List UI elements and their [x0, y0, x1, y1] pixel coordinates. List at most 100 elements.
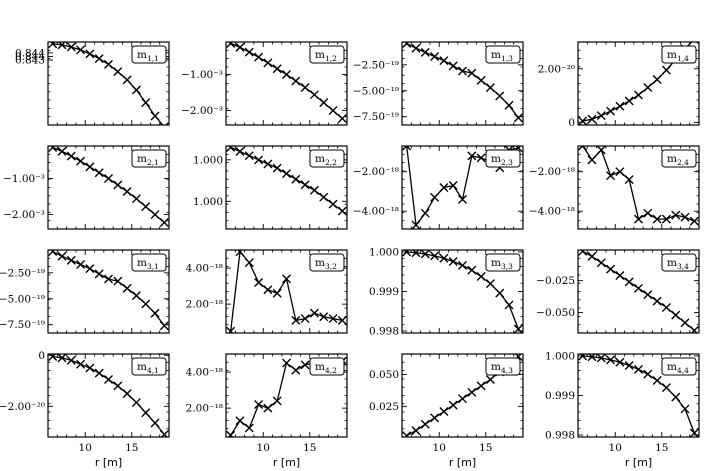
data-point-marker	[85, 363, 95, 373]
data-point-marker	[300, 314, 310, 324]
data-point-marker	[141, 299, 151, 309]
data-point-marker	[624, 277, 634, 287]
legend-entry: m4,2	[315, 361, 337, 375]
data-point-marker	[282, 69, 291, 79]
legend-entry: m2,1	[137, 153, 159, 167]
y-tick-label: 0.844	[15, 51, 45, 63]
data-point-marker	[624, 360, 634, 370]
y-tick-label: −1.00⁻³	[181, 69, 223, 81]
y-tick-label: −2.00⁻²⁰	[0, 401, 45, 413]
subplot-2-2: 1.000 1.000 m2,2	[193, 145, 348, 230]
x-tick-label: 10	[79, 442, 92, 454]
data-point-marker	[411, 250, 421, 258]
data-point-marker	[495, 288, 505, 298]
data-point-marker	[244, 258, 254, 268]
data-point-marker	[661, 302, 671, 312]
y-tick-label: 0.843	[15, 55, 45, 67]
data-point-marker	[319, 312, 329, 322]
data-point-marker	[235, 42, 245, 52]
data-point-marker	[634, 364, 643, 374]
data-point-marker	[235, 416, 245, 426]
data-point-marker	[430, 52, 440, 62]
data-point-marker	[85, 162, 95, 172]
y-tick-label: −0.050	[536, 307, 575, 319]
y-tick-label: 0.844	[15, 47, 45, 59]
data-point-marker	[291, 315, 301, 325]
data-point-marker	[300, 360, 310, 370]
data-point-marker	[159, 218, 169, 227]
data-point-marker	[411, 43, 421, 53]
subplot-2-4: −2.00⁻¹⁸ −4.00⁻¹⁸ m2,4	[529, 145, 700, 230]
data-point-marker	[272, 64, 282, 74]
data-point-marker	[448, 181, 458, 191]
subplot-2-3: −2.00⁻¹⁸ −4.00⁻¹⁸ m2,3	[353, 145, 524, 230]
legend-entry: m3,2	[315, 257, 337, 271]
data-point-marker	[458, 66, 467, 76]
data-point-marker	[606, 171, 616, 181]
data-point-marker	[254, 277, 264, 287]
legend-entry: m2,4	[667, 153, 689, 167]
data-point-marker	[254, 52, 264, 62]
legend-box	[309, 45, 345, 64]
data-point-marker	[159, 122, 169, 125]
data-point-marker	[587, 114, 597, 124]
data-point-marker	[76, 260, 86, 270]
legend-entry: m4,1	[137, 361, 159, 375]
data-point-marker	[476, 271, 486, 281]
subplot-3-2: 2.00⁻¹⁸ 4.00⁻¹⁸ m3,2	[186, 249, 348, 334]
data-point-marker	[328, 314, 338, 324]
data-point-marker	[439, 253, 449, 263]
subplot-4-3: 10 15r [m] 0.050 0.025 m4,3	[369, 353, 524, 469]
data-point-marker	[661, 214, 671, 224]
y-tick-label: −1.00⁻³	[3, 173, 45, 185]
subplot-1-3: −2.50⁻¹⁹ −5.00⁻¹⁹ −7.50⁻¹⁹ m1,3	[353, 41, 524, 126]
y-tick-label: 0	[38, 350, 45, 362]
data-point-marker	[263, 58, 273, 68]
data-point-marker	[263, 159, 273, 169]
data-point-marker	[235, 147, 245, 157]
data-point-marker	[634, 214, 643, 224]
data-point-marker	[263, 285, 273, 295]
data-point-marker	[430, 192, 440, 202]
y-tick-label: 0.999	[545, 390, 575, 402]
data-point-marker	[467, 387, 477, 397]
data-point-marker	[671, 210, 681, 220]
data-point-marker	[48, 250, 58, 257]
data-point-marker	[624, 96, 634, 106]
data-point-marker	[131, 398, 141, 408]
data-point-marker	[578, 146, 588, 151]
data-point-marker	[300, 82, 310, 92]
data-point-marker	[495, 91, 505, 101]
data-point-marker	[291, 365, 301, 375]
x-tick-label: 15	[125, 442, 138, 454]
data-point-marker	[467, 265, 477, 275]
x-tick-label: 15	[655, 442, 668, 454]
data-point-marker	[66, 42, 76, 52]
data-point-marker	[402, 146, 412, 151]
y-tick-label: −4.00⁻¹⁸	[529, 206, 575, 218]
data-point-marker	[689, 216, 699, 226]
data-point-marker	[319, 192, 329, 202]
data-point-marker	[282, 358, 291, 368]
data-point-marker	[141, 202, 151, 212]
x-axis-label: r [m]	[95, 456, 122, 469]
legend-box	[309, 253, 345, 272]
data-point-marker	[689, 428, 699, 437]
data-point-marker	[439, 56, 449, 66]
data-point-marker	[328, 106, 338, 116]
data-point-marker	[104, 173, 113, 183]
data-point-marker	[57, 42, 67, 50]
data-point-marker	[282, 274, 291, 284]
y-tick-label: −2.00⁻³	[181, 105, 223, 117]
data-point-marker	[282, 169, 291, 179]
legend: m4,4	[661, 357, 697, 376]
legend-entry: m3,4	[667, 257, 689, 271]
data-point-marker	[643, 290, 653, 300]
data-point-marker	[448, 400, 458, 410]
data-point-marker	[159, 429, 169, 437]
data-point-marker	[48, 42, 58, 49]
legend: m3,3	[485, 253, 521, 272]
legend-box	[131, 357, 167, 376]
legend: m2,1	[131, 149, 167, 168]
